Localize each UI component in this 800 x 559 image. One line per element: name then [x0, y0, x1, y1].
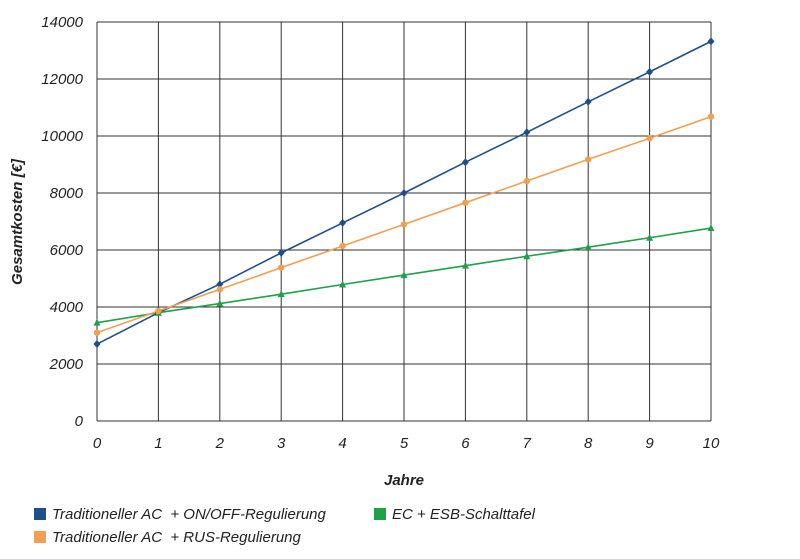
x-tick-label: 6 — [461, 435, 470, 452]
data-point — [523, 177, 530, 185]
data-point — [707, 113, 715, 120]
x-tick-label: 5 — [400, 435, 409, 452]
y-tick-labels: 0 2000 4000 6000 8000 10000 12000 14000 — [41, 14, 83, 430]
y-tick-label: 6000 — [50, 242, 84, 259]
x-tick-label: 7 — [523, 435, 532, 452]
data-point — [707, 224, 715, 232]
y-tick-label: 0 — [75, 413, 84, 430]
data-point — [277, 248, 285, 257]
legend-swatch — [34, 531, 46, 543]
legend-label: EC + ESB-Schalttafel — [392, 506, 536, 523]
data-point — [461, 261, 469, 269]
data-point — [93, 340, 101, 349]
legend: Traditioneller AC + ON/OFF-Regulierung EC… — [34, 506, 536, 546]
x-axis-title: Jahre — [384, 472, 424, 489]
grid — [96, 21, 712, 422]
data-point — [400, 189, 408, 197]
y-tick-label: 10000 — [41, 128, 83, 145]
legend-swatch — [34, 508, 46, 520]
data-point — [646, 135, 653, 142]
y-tick-label: 4000 — [50, 299, 84, 316]
x-tick-label: 0 — [93, 435, 102, 452]
x-tick-label: 1 — [154, 435, 162, 452]
data-point — [93, 318, 101, 326]
data-point — [277, 290, 285, 298]
data-point — [339, 218, 347, 227]
x-tick-label: 2 — [215, 435, 225, 452]
data-point — [523, 128, 531, 137]
data-point — [584, 243, 592, 251]
x-tick-label: 4 — [338, 435, 346, 452]
y-tick-label: 2000 — [49, 356, 84, 373]
data-point — [155, 307, 162, 315]
legend-swatch — [374, 508, 386, 520]
series-markers — [93, 37, 715, 349]
x-tick-labels: 0 1 2 3 4 5 6 7 8 9 10 — [93, 435, 720, 452]
data-point — [93, 329, 101, 336]
y-tick-label: 14000 — [41, 14, 83, 31]
x-tick-label: 9 — [645, 435, 654, 452]
data-point — [585, 156, 592, 163]
data-point — [216, 286, 223, 293]
x-tick-label: 3 — [277, 435, 286, 452]
x-tick-label: 10 — [703, 435, 720, 452]
data-point — [339, 242, 346, 250]
data-point — [400, 271, 408, 279]
data-point — [339, 280, 347, 288]
legend-label: Traditioneller AC + RUS-Regulierung — [52, 529, 302, 546]
data-point — [461, 158, 469, 167]
y-axis-title: Gesamtkosten [€] — [9, 158, 26, 285]
data-point — [400, 221, 408, 228]
data-point — [523, 252, 531, 260]
data-point — [216, 280, 224, 289]
legend-label: Traditioneller AC + ON/OFF-Regulierung — [52, 506, 327, 523]
x-tick-label: 8 — [584, 435, 593, 452]
data-point — [646, 67, 654, 76]
data-point — [584, 97, 592, 106]
data-point — [707, 37, 715, 46]
data-point — [646, 233, 654, 241]
y-tick-label: 8000 — [50, 185, 84, 202]
data-point — [216, 299, 224, 307]
y-tick-label: 12000 — [41, 71, 83, 88]
data-point — [278, 264, 285, 271]
data-point — [462, 199, 469, 206]
